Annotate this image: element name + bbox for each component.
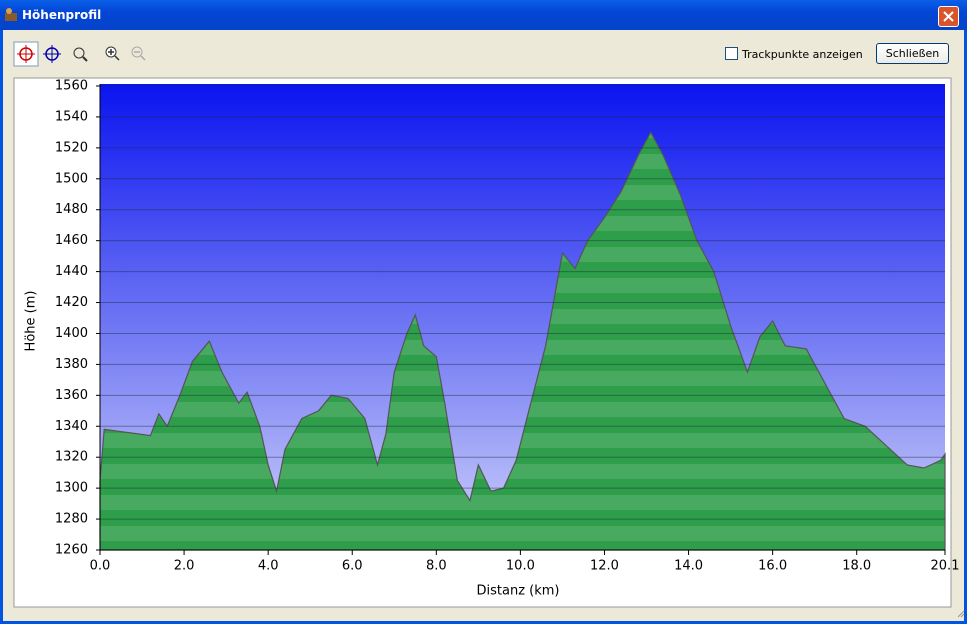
close-button[interactable] [938,6,959,27]
x-tick-label: 16.0 [758,559,787,574]
x-tick-label: 2.0 [174,559,195,574]
window-title: Höhenprofil [22,8,102,22]
x-tick-label: 4.0 [258,559,279,574]
title-bar: Höhenprofil [0,0,967,30]
app-icon [5,8,17,21]
x-tick-label: 12.0 [590,559,619,574]
x-axis-label: Distanz (km) [477,584,560,599]
tool-zoom-out[interactable] [131,46,143,58]
y-tick-label: 1400 [55,326,88,341]
checkbox-label[interactable]: Trackpunkte anzeigen [742,48,863,61]
y-tick-label: 1480 [55,202,88,217]
y-tick-label: 1280 [55,512,88,527]
x-tick-label: 6.0 [342,559,363,574]
y-tick-label: 1260 [55,543,88,558]
checkbox[interactable] [725,47,738,60]
y-tick-label: 1380 [55,357,88,372]
x-tick-label: 10.0 [506,559,535,574]
x-tick-label: 20.1 [931,559,960,574]
toolbar-icons [13,41,146,67]
y-tick-label: 1340 [55,419,88,434]
x-tick-label: 18.0 [842,559,871,574]
x-tick-label: 14.0 [674,559,703,574]
y-tick-label: 1440 [55,264,88,279]
chart: Höhe (m) Distanz (km) 1260 1280 1300 1320 13… [13,77,965,618]
y-tick-label: 1500 [55,171,88,186]
close-dialog-button[interactable]: Schließen [876,43,949,64]
y-tick-label: 1360 [55,388,88,403]
y-tick-label: 1320 [55,450,88,465]
y-tick-label: 1300 [55,481,88,496]
elevation-area [99,131,946,551]
y-tick-label: 1520 [55,140,88,155]
y-tick-label: 1540 [55,109,88,124]
y-tick-label: 1560 [55,79,88,94]
y-tick-label: 1420 [55,295,88,310]
y-axis-label: Höhe (m) [24,291,39,352]
tool-zoom-box[interactable] [73,47,85,59]
x-tick-label: 0.0 [90,559,111,574]
x-tick-label: 8.0 [426,559,447,574]
y-tick-label: 1460 [55,233,88,248]
resize-grip [957,610,965,618]
